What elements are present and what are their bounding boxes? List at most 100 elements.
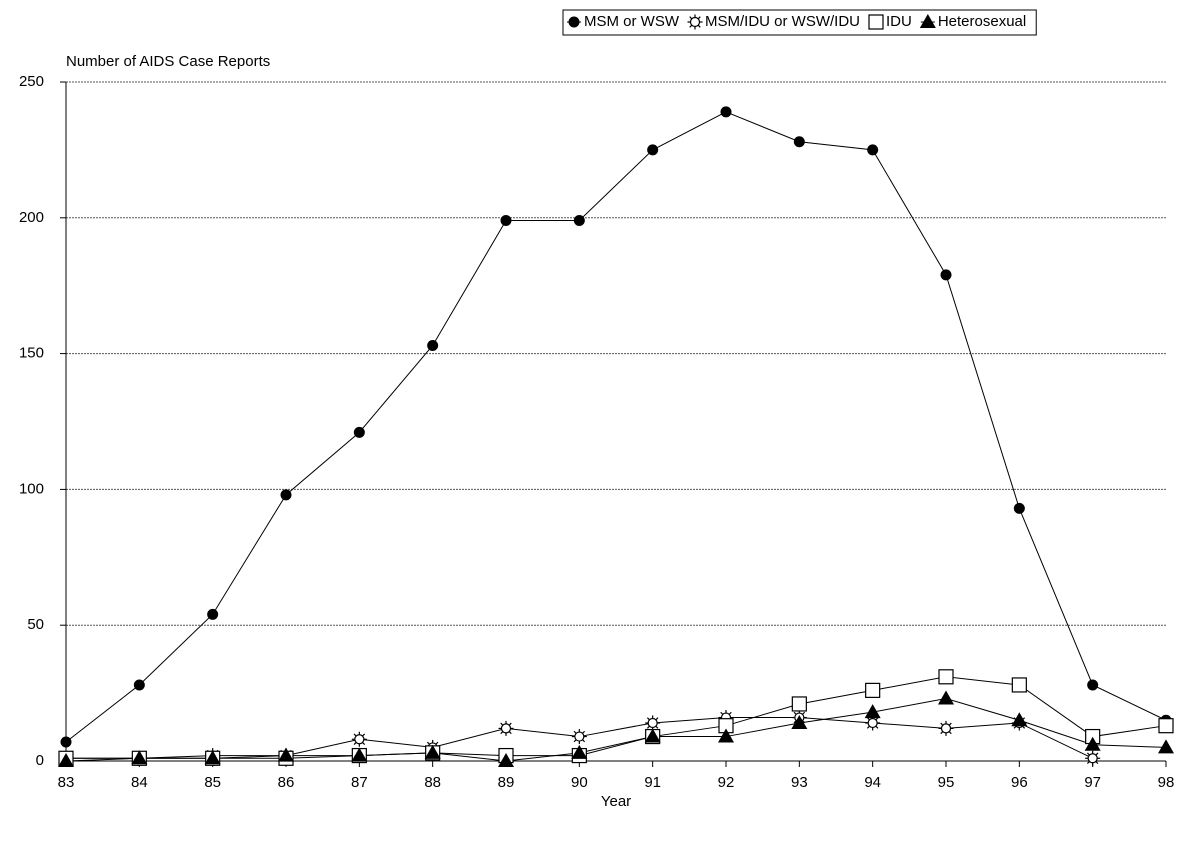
triangle <box>1011 712 1028 727</box>
triangle <box>919 14 936 28</box>
dot <box>353 426 365 438</box>
ring <box>354 734 365 745</box>
marker <box>427 339 439 351</box>
y-tick-label: 200 <box>19 209 44 226</box>
triangle <box>938 690 954 705</box>
marker <box>791 714 808 729</box>
marker <box>791 696 807 712</box>
marker <box>1011 712 1028 727</box>
marker <box>573 215 585 227</box>
x-tick-label: 84 <box>131 774 148 791</box>
legend-label: MSM/IDU or WSW/IDU <box>705 13 860 30</box>
y-tick-label: 0 <box>36 752 44 769</box>
x-tick-label: 98 <box>1158 774 1175 791</box>
legend-label: IDU <box>886 13 912 30</box>
marker <box>718 728 734 743</box>
square <box>791 696 807 712</box>
square <box>938 669 954 685</box>
marker <box>351 747 368 762</box>
marker <box>1087 679 1099 691</box>
marker <box>498 720 514 736</box>
marker <box>864 704 881 719</box>
triangle <box>131 750 148 765</box>
marker <box>571 729 587 745</box>
dot <box>940 269 952 281</box>
triangle <box>204 750 221 765</box>
marker <box>204 750 221 765</box>
marker <box>1084 736 1101 751</box>
marker <box>644 728 661 743</box>
dot <box>1013 502 1025 514</box>
series-line <box>66 676 1167 759</box>
x-tick-label: 92 <box>718 774 735 791</box>
dot <box>720 106 732 118</box>
dot <box>280 489 292 501</box>
marker <box>60 736 72 748</box>
marker <box>131 750 148 765</box>
square <box>1158 718 1174 734</box>
marker <box>571 744 588 759</box>
triangle <box>351 747 368 762</box>
dot <box>500 215 512 227</box>
marker <box>720 106 732 118</box>
marker <box>1011 677 1027 693</box>
series-line <box>65 698 1167 762</box>
square <box>1011 677 1027 693</box>
square <box>865 682 881 698</box>
x-tick-label: 94 <box>864 774 881 791</box>
marker <box>1013 502 1025 514</box>
triangle <box>791 714 808 729</box>
marker <box>919 14 936 28</box>
triangle <box>571 744 588 759</box>
marker <box>351 731 367 747</box>
dot <box>573 215 585 227</box>
x-tick-label: 91 <box>644 774 661 791</box>
ring <box>867 717 878 729</box>
marker <box>278 747 294 762</box>
y-tick-label: 50 <box>27 616 44 633</box>
marker <box>865 715 881 731</box>
y-axis-title: Number of AIDS Case Reports <box>66 53 270 70</box>
marker <box>280 489 292 501</box>
legend-box <box>562 9 1037 36</box>
x-tick-label: 87 <box>351 774 368 791</box>
triangle <box>498 753 514 767</box>
x-tick-label: 83 <box>58 774 75 791</box>
triangle <box>644 728 661 743</box>
x-tick-label: 97 <box>1084 774 1101 791</box>
marker <box>940 269 952 281</box>
ring <box>500 723 512 734</box>
marker <box>207 608 219 620</box>
ring <box>574 731 585 742</box>
x-tick-label: 86 <box>278 774 295 791</box>
x-tick-label: 95 <box>938 774 955 791</box>
marker <box>867 144 879 156</box>
dot <box>133 679 145 691</box>
x-tick-label: 90 <box>571 774 588 791</box>
marker <box>424 744 441 759</box>
dot <box>793 136 805 148</box>
marker <box>1158 718 1174 734</box>
marker <box>58 753 74 767</box>
marker <box>938 690 954 705</box>
triangle <box>718 728 734 743</box>
series-line <box>65 111 1167 743</box>
dot <box>207 608 219 620</box>
x-tick-label: 85 <box>204 774 221 791</box>
marker <box>1158 739 1174 754</box>
dot <box>1087 679 1099 691</box>
dot <box>647 144 659 156</box>
marker <box>500 215 512 227</box>
marker <box>353 426 365 438</box>
marker <box>645 715 661 731</box>
legend-label: Heterosexual <box>938 13 1026 30</box>
dot <box>427 339 439 351</box>
ring <box>689 16 701 28</box>
square <box>868 14 884 30</box>
triangle <box>278 747 294 762</box>
triangle <box>58 753 74 767</box>
marker <box>868 14 884 30</box>
triangle <box>864 704 881 719</box>
triangle <box>1084 736 1101 751</box>
